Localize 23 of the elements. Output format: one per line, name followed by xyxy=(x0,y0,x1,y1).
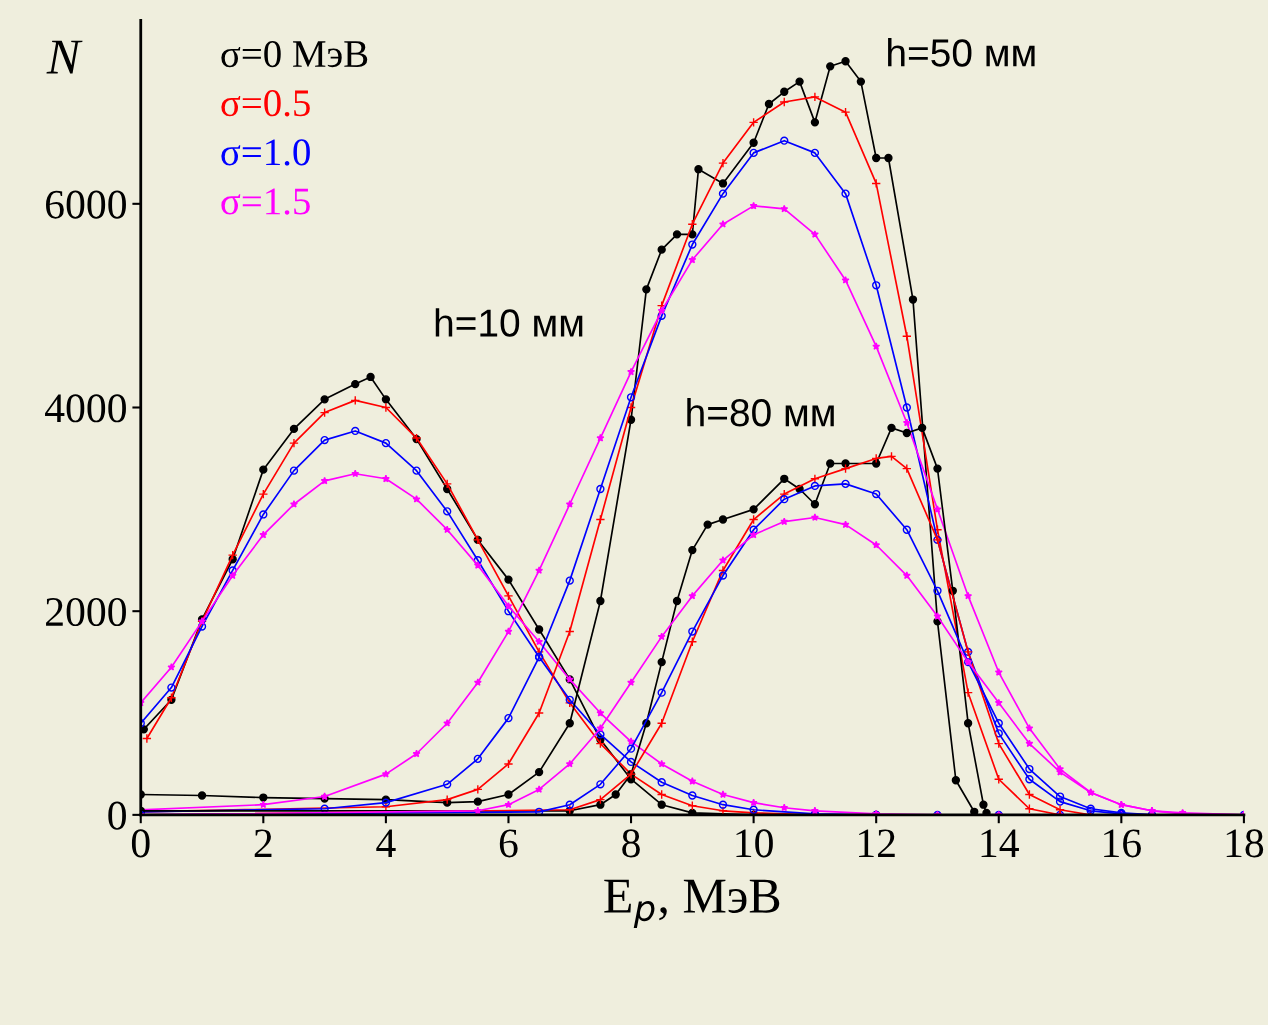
x-tick-label: 10 xyxy=(736,829,773,858)
x-axis-title: E$_{p}$, МэВ xyxy=(604,879,780,928)
x-tick-label: 4 xyxy=(376,829,396,857)
annotation: h=50 мм xyxy=(888,38,1035,67)
y-tick-label: 0 xyxy=(108,801,126,830)
y-axis-title: N xyxy=(46,40,83,74)
x-tick-label: 16 xyxy=(1104,829,1141,858)
x-tick-label: 12 xyxy=(859,829,895,857)
x-tick-label: 14 xyxy=(981,829,1019,857)
x-tick-label: 6 xyxy=(499,829,518,858)
text: σ=0.5 xyxy=(221,90,310,117)
x-tick-label: 18 xyxy=(1226,829,1264,858)
y-tick-label: 2000 xyxy=(46,597,126,627)
text: σ=1.5 xyxy=(221,188,310,215)
text: σ=1.0 xyxy=(221,139,310,166)
x-tick-label: 8 xyxy=(622,829,640,858)
x-tick-label: 2 xyxy=(254,829,272,857)
annotation: h=80 мм xyxy=(687,397,834,427)
text: σ=0 МэВ xyxy=(221,40,368,68)
y-tick-label: 6000 xyxy=(46,190,126,219)
x-tick-label: 0 xyxy=(131,829,150,858)
y-tick-label: 4000 xyxy=(45,394,126,423)
annotation: h=10 мм xyxy=(435,308,583,337)
